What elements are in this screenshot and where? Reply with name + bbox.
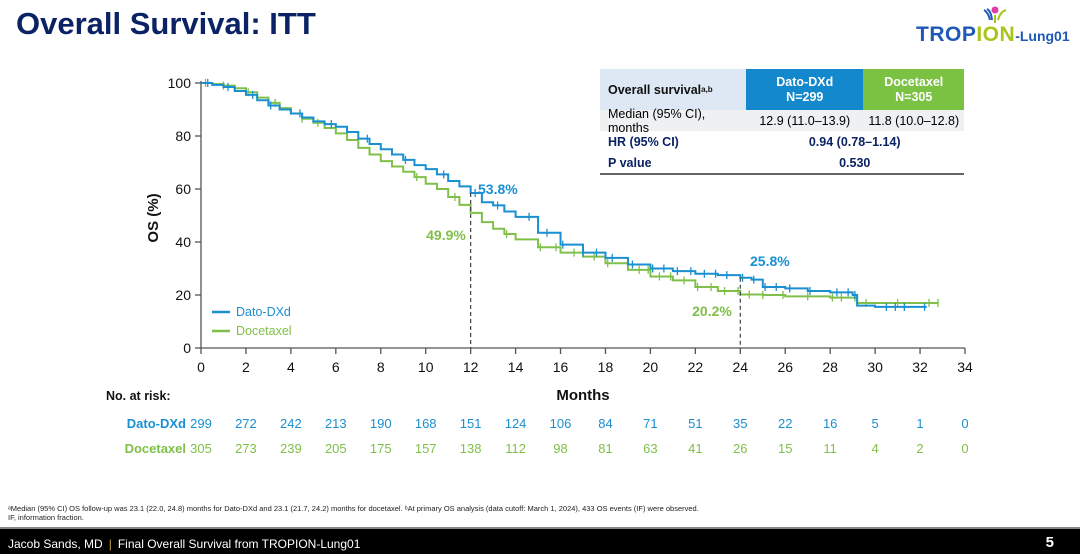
risk-value-docetaxel: 112 xyxy=(505,441,526,456)
chart-annotations: 53.8% 25.8% 49.9% 20.2% xyxy=(426,181,790,348)
table-row-median: Median (95% CI), months 12.9 (11.0–13.9)… xyxy=(600,107,964,135)
x-axis-label: Months xyxy=(556,387,609,400)
x-tick-label: 4 xyxy=(287,359,295,375)
risk-value-dato: 84 xyxy=(598,416,613,431)
risk-value-docetaxel: 2 xyxy=(916,441,924,456)
risk-value-dato: 35 xyxy=(733,416,748,431)
risk-value-docetaxel: 239 xyxy=(280,441,302,456)
risk-value-docetaxel: 0 xyxy=(961,441,969,456)
footer-bar: Jacob Sands, MD | Final Overall Survival f… xyxy=(0,527,1080,554)
x-tick-label: 26 xyxy=(777,359,793,375)
table-header-label: Overall survival a,b xyxy=(600,69,747,110)
legend: Dato-DXd Docetaxel xyxy=(212,305,292,338)
risk-label-docetaxel: Docetaxel xyxy=(124,441,186,456)
legend-label-docetaxel: Docetaxel xyxy=(236,324,292,338)
x-tick-label: 6 xyxy=(332,359,340,375)
y-tick-label: 60 xyxy=(175,181,191,197)
x-tick-label: 2 xyxy=(242,359,250,375)
x-tick-label: 22 xyxy=(688,359,704,375)
tropion-lung01-logo: TROPION-Lung01 xyxy=(916,6,1076,46)
table-row-pvalue: P value 0.530 xyxy=(600,152,964,175)
annotation-dato-dxd-24m: 25.8% xyxy=(750,253,790,269)
logo-figure-icon xyxy=(983,6,1007,23)
x-tick-label: 32 xyxy=(912,359,928,375)
risk-value-dato: 299 xyxy=(190,416,212,431)
annotation-docetaxel-24m: 20.2% xyxy=(692,303,732,319)
risk-value-dato: 213 xyxy=(324,416,347,431)
x-tick-label: 34 xyxy=(957,359,973,375)
x-tick-label: 24 xyxy=(733,359,749,375)
logo-text-trop: TROP xyxy=(916,23,977,46)
x-tick-label: 16 xyxy=(553,359,569,375)
x-tick-label: 8 xyxy=(377,359,385,375)
km-curve-docetaxel xyxy=(201,82,939,304)
risk-value-docetaxel: 175 xyxy=(369,441,392,456)
risk-value-docetaxel: 4 xyxy=(871,441,879,456)
risk-value-dato: 22 xyxy=(778,416,793,431)
logo-text-ion: ION xyxy=(976,23,1016,46)
risk-table-title: No. at risk: xyxy=(106,389,171,403)
risk-value-dato: 151 xyxy=(459,416,482,431)
x-tick-label: 18 xyxy=(598,359,614,375)
risk-value-docetaxel: 11 xyxy=(823,441,837,456)
x-tick-label: 10 xyxy=(418,359,434,375)
risk-value-dato: 0 xyxy=(961,416,969,431)
table-row-hr: HR (95% CI) 0.94 (0.78–1.14) xyxy=(608,134,901,149)
risk-value-dato: 124 xyxy=(504,416,527,431)
risk-value-dato: 106 xyxy=(549,416,572,431)
x-tick-label: 0 xyxy=(197,359,205,375)
risk-value-docetaxel: 41 xyxy=(688,441,703,456)
risk-value-dato: 16 xyxy=(822,416,838,431)
risk-value-docetaxel: 273 xyxy=(235,441,257,456)
risk-value-docetaxel: 138 xyxy=(459,441,482,456)
risk-value-dato: 242 xyxy=(280,416,302,431)
risk-value-dato: 190 xyxy=(369,416,392,431)
page-number: 5 xyxy=(1045,534,1054,551)
os-summary-table: Overall survival a,b Dato-DXd N=299 Doceta… xyxy=(600,69,965,175)
footnote: ᵃMedian (95% CI) OS follow-up was 23.1 (… xyxy=(8,504,699,522)
y-tick-label: 0 xyxy=(183,340,191,356)
x-tick-label: 30 xyxy=(867,359,883,375)
risk-value-docetaxel: 63 xyxy=(643,441,658,456)
risk-value-docetaxel: 157 xyxy=(414,441,437,456)
risk-value-dato: 168 xyxy=(414,416,437,431)
x-tick-label: 20 xyxy=(643,359,659,375)
risk-label-dato: Dato-DXd xyxy=(126,416,186,431)
x-tick-label: 14 xyxy=(508,359,524,375)
annotation-docetaxel-12m: 49.9% xyxy=(426,227,466,243)
risk-value-dato: 51 xyxy=(688,416,703,431)
x-tick-label: 12 xyxy=(463,359,479,375)
y-tick-label: 40 xyxy=(175,234,191,250)
table-header-dato: Dato-DXd N=299 xyxy=(746,69,864,110)
risk-value-dato: 5 xyxy=(871,416,879,431)
legend-label-dato: Dato-DXd xyxy=(236,305,291,319)
y-tick-label: 20 xyxy=(175,287,191,303)
risk-value-docetaxel: 26 xyxy=(733,441,748,456)
y-tick-label: 80 xyxy=(175,128,191,144)
table-header-row: Overall survival a,b Dato-DXd N=299 Doceta… xyxy=(600,69,965,110)
y-axis-label: OS (%) xyxy=(145,193,162,242)
footer-presenter: Jacob Sands, MD xyxy=(8,537,103,551)
risk-value-docetaxel: 205 xyxy=(324,441,347,456)
risk-value-docetaxel: 81 xyxy=(598,441,613,456)
slide-title: Overall Survival: ITT xyxy=(16,6,316,41)
km-curve-dato-dxd xyxy=(201,82,927,308)
footer-title: Final Overall Survival from TROPION-Lung… xyxy=(117,537,361,551)
annotation-dato-dxd-12m: 53.8% xyxy=(478,181,518,197)
risk-value-docetaxel: 15 xyxy=(778,441,793,456)
y-tick-label: 100 xyxy=(168,75,192,91)
risk-value-dato: 272 xyxy=(235,416,257,431)
risk-value-dato: 71 xyxy=(643,416,658,431)
x-tick-label: 28 xyxy=(822,359,838,375)
risk-value-docetaxel: 98 xyxy=(553,441,568,456)
risk-value-dato: 1 xyxy=(916,416,924,431)
table-header-docetaxel: Docetaxel N=305 xyxy=(863,69,965,110)
logo-text-lung01: -Lung01 xyxy=(1015,28,1070,44)
risk-value-docetaxel: 305 xyxy=(190,441,212,456)
chart-series xyxy=(201,79,939,311)
